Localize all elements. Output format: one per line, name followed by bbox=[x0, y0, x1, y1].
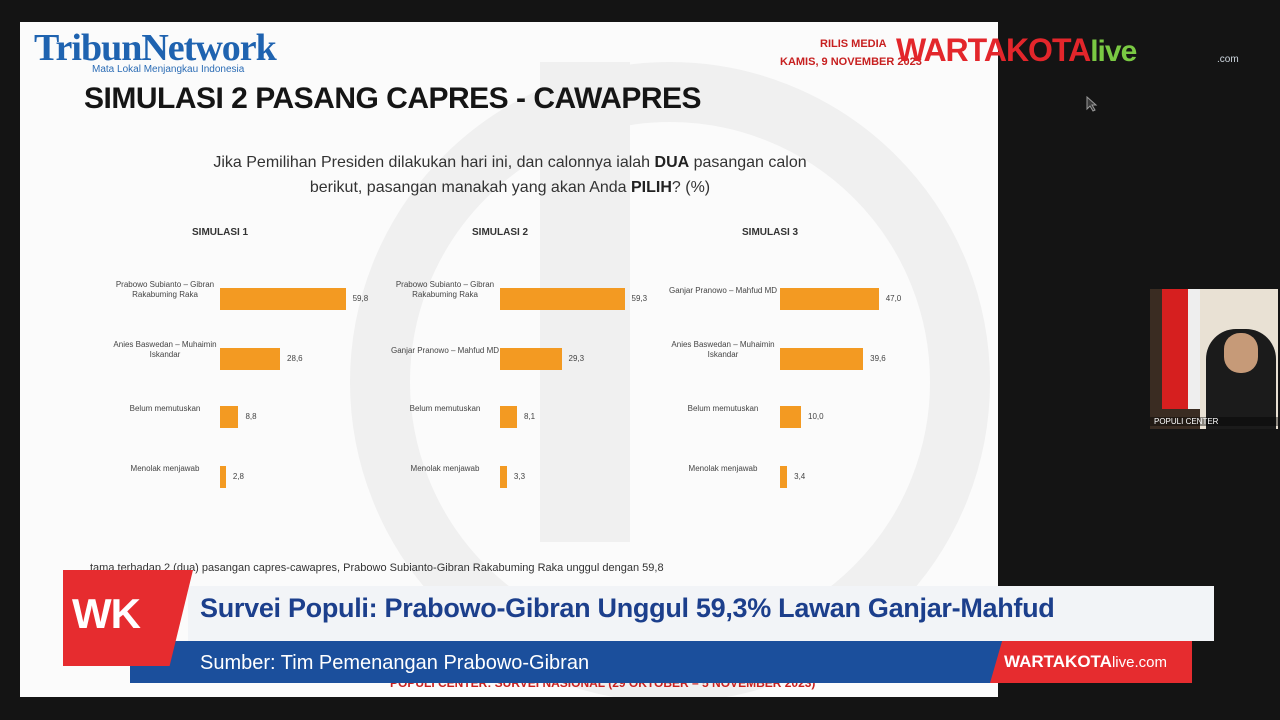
webcam-label: POPULI CENTER bbox=[1150, 417, 1278, 426]
bar bbox=[220, 406, 239, 428]
value-label: 2,8 bbox=[232, 472, 244, 481]
webcam-feed: POPULI CENTER bbox=[1150, 289, 1278, 429]
wartakota-tag-live: live bbox=[1111, 654, 1135, 671]
category-label: Ganjar Pranowo – Mahfud MD bbox=[668, 286, 778, 295]
category-label: Anies Baswedan – Muhaimin Iskandar bbox=[113, 340, 217, 359]
news-headline: Survei Populi: Prabowo-Gibran Unggul 59,… bbox=[200, 593, 1055, 623]
question-text-3: ? (%) bbox=[671, 179, 711, 196]
wartakota-live-logo: WARTAKOTAlive bbox=[896, 32, 1137, 69]
live-text: live bbox=[1090, 35, 1137, 68]
wk-badge-text: WK bbox=[72, 590, 141, 637]
chart-title-simulasi-1: SIMULASI 1 bbox=[192, 227, 249, 238]
bar bbox=[780, 466, 788, 488]
category-label: Prabowo Subianto – Gibran Rakabuming Rak… bbox=[395, 280, 495, 299]
flag-white-icon bbox=[1188, 289, 1200, 409]
category-label: Menolak menjawab bbox=[130, 464, 200, 473]
partial-summary-text: tama terhadap 2 (dua) pasangan capres-ca… bbox=[90, 562, 664, 574]
category-label: Anies Baswedan – Muhaimin Iskandar bbox=[671, 340, 775, 359]
bar bbox=[220, 466, 226, 488]
wartakota-tag-suffix: .com bbox=[1134, 654, 1167, 671]
bar bbox=[220, 288, 346, 310]
question-bold-pilih: PILIH bbox=[631, 179, 672, 196]
wartakota-tag bbox=[990, 641, 1192, 683]
value-label: 59,3 bbox=[631, 294, 648, 303]
value-label: 29,3 bbox=[568, 354, 585, 363]
bar bbox=[780, 288, 879, 310]
wartakota-domain: .com bbox=[1217, 54, 1239, 65]
news-source: Sumber: Tim Pemenangan Prabowo-Gibran bbox=[200, 652, 590, 674]
simulation-charts: SIMULASI 1 Prabowo Subianto – Gibran Raka… bbox=[20, 22, 998, 697]
bar bbox=[500, 406, 517, 428]
category-label: Belum memutuskan bbox=[129, 404, 201, 413]
value-label: 3,3 bbox=[513, 472, 526, 481]
slide-title: SIMULASI 2 PASANG CAPRES - CAWAPRES bbox=[84, 82, 702, 115]
tribun-network-logo: TribunNetwork Mata Lokal Menjangkau Indo… bbox=[34, 26, 277, 75]
value-label: 59,8 bbox=[352, 294, 369, 303]
speaker-face bbox=[1224, 333, 1258, 373]
bar bbox=[220, 348, 281, 370]
category-label: Belum memutuskan bbox=[409, 404, 481, 413]
survey-question: Jika Pemilihan Presiden dilakukan hari i… bbox=[190, 150, 830, 200]
value-label: 8,8 bbox=[245, 412, 257, 421]
wartakota-brand: WARTAKOTA bbox=[896, 32, 1091, 68]
chart-title-simulasi-2: SIMULASI 2 bbox=[472, 227, 529, 238]
bar bbox=[500, 466, 507, 488]
wk-badge bbox=[63, 570, 193, 666]
bar bbox=[500, 288, 625, 310]
category-label: Menolak menjawab bbox=[688, 464, 758, 473]
question-text-1: Jika Pemilihan Presiden dilakukan hari i… bbox=[213, 154, 655, 171]
category-label: Menolak menjawab bbox=[410, 464, 480, 473]
value-label: 3,4 bbox=[794, 472, 806, 481]
logo-name: TribunNetwork bbox=[34, 27, 277, 69]
chart-title-simulasi-3: SIMULASI 3 bbox=[742, 227, 799, 238]
category-label: Prabowo Subianto – Gibran Rakabuming Rak… bbox=[115, 280, 215, 299]
value-label: 39,6 bbox=[870, 354, 886, 363]
category-label: Ganjar Pranowo – Mahfud MD bbox=[390, 346, 500, 355]
value-label: 8,1 bbox=[524, 412, 536, 421]
bar bbox=[780, 348, 864, 370]
bar bbox=[780, 406, 801, 428]
question-text-2: pasangan calon berikut, pasangan manakah… bbox=[309, 154, 807, 196]
source-band bbox=[130, 641, 1130, 683]
category-label: Belum memutuskan bbox=[687, 404, 759, 413]
value-label: 28,6 bbox=[287, 354, 303, 363]
value-label: 47,0 bbox=[885, 294, 902, 303]
rilis-media-label: RILIS MEDIA bbox=[820, 38, 887, 50]
wartakota-tag-text: WARTAKOTAlive.com bbox=[1004, 652, 1167, 672]
headline-band bbox=[188, 586, 1214, 641]
rilis-date: KAMIS, 9 NOVEMBER 2023 bbox=[780, 56, 922, 68]
wartakota-tag-brand: WARTAKOTA bbox=[1004, 652, 1112, 671]
bar bbox=[500, 348, 562, 370]
value-label: 10,0 bbox=[808, 412, 824, 421]
question-bold-dua: DUA bbox=[654, 154, 690, 171]
flag-red-icon bbox=[1162, 289, 1188, 409]
logo-tagline: Mata Lokal Menjangkau Indonesia bbox=[92, 64, 245, 75]
